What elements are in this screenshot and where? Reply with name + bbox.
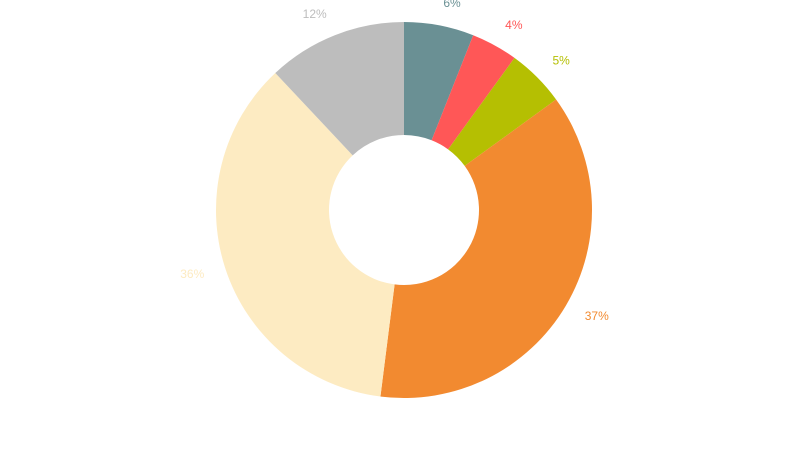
donut-slice-4[interactable]: [215, 72, 395, 397]
donut-slice-2[interactable]: [448, 57, 557, 166]
slice-label-2: 5%: [552, 54, 570, 68]
slices-layer: [215, 22, 592, 399]
donut-slice-0[interactable]: [404, 22, 474, 141]
donut-slice-3[interactable]: [380, 99, 592, 399]
slice-label-5: 12%: [303, 7, 327, 21]
donut-slice-5[interactable]: [275, 22, 404, 156]
donut-slice-1[interactable]: [431, 35, 515, 150]
slice-label-1: 4%: [505, 18, 523, 32]
slice-label-0: 6%: [443, 0, 461, 10]
slice-label-3: 37%: [585, 309, 609, 323]
labels-layer: 6% 4% 5% 37% 36% 12%: [180, 0, 609, 323]
slice-label-4: 36%: [180, 267, 204, 281]
